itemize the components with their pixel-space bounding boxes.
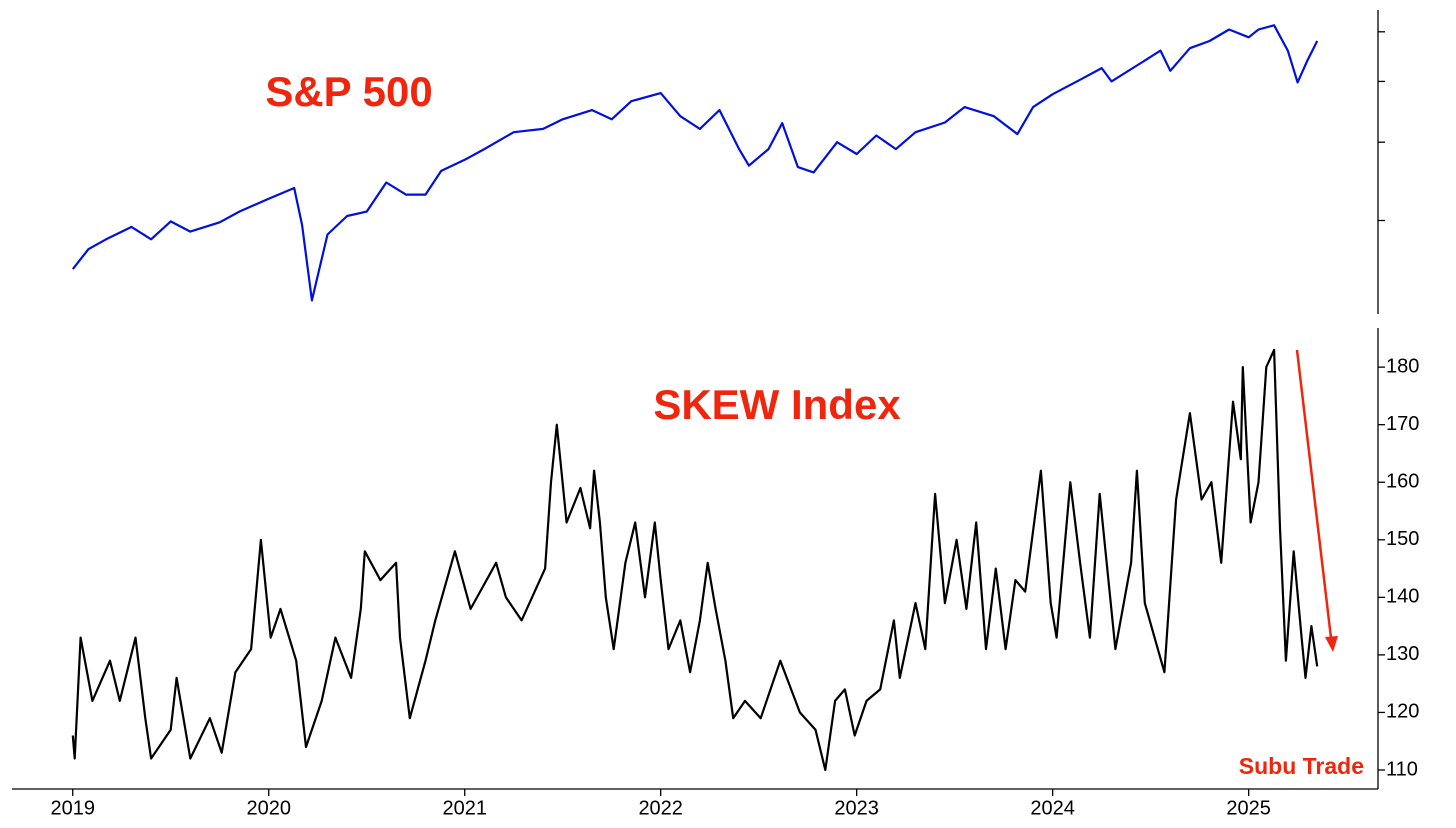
y-tick-label: 170 [1386, 413, 1419, 435]
x-tick-label: 2024 [1030, 797, 1075, 819]
y-tick-label: 180 [1386, 355, 1419, 377]
x-tick-label: 2023 [834, 797, 879, 819]
y-tick-label: 110 [1386, 758, 1418, 780]
trend-arrow [1295, 349, 1333, 639]
y-tick-label: 120 [1386, 701, 1419, 723]
x-tick-label: 2019 [51, 797, 96, 819]
y-tick-label: 140 [1386, 586, 1419, 608]
x-tick-label: 2020 [246, 797, 291, 819]
panel-title: S&P 500 [265, 68, 432, 115]
data-line [71, 24, 1319, 302]
x-tick-label: 2025 [1226, 797, 1271, 819]
panel-title: SKEW Index [653, 381, 901, 428]
x-tick-label: 2021 [442, 797, 487, 819]
x-tick-label: 2022 [638, 797, 683, 819]
annotation: Subu Trade [1239, 753, 1364, 779]
arrow-head [1325, 636, 1338, 652]
y-tick-label: 160 [1386, 471, 1419, 493]
y-tick-label: 130 [1386, 643, 1419, 665]
y-tick-label: 150 [1386, 528, 1419, 550]
data-line [71, 348, 1319, 772]
